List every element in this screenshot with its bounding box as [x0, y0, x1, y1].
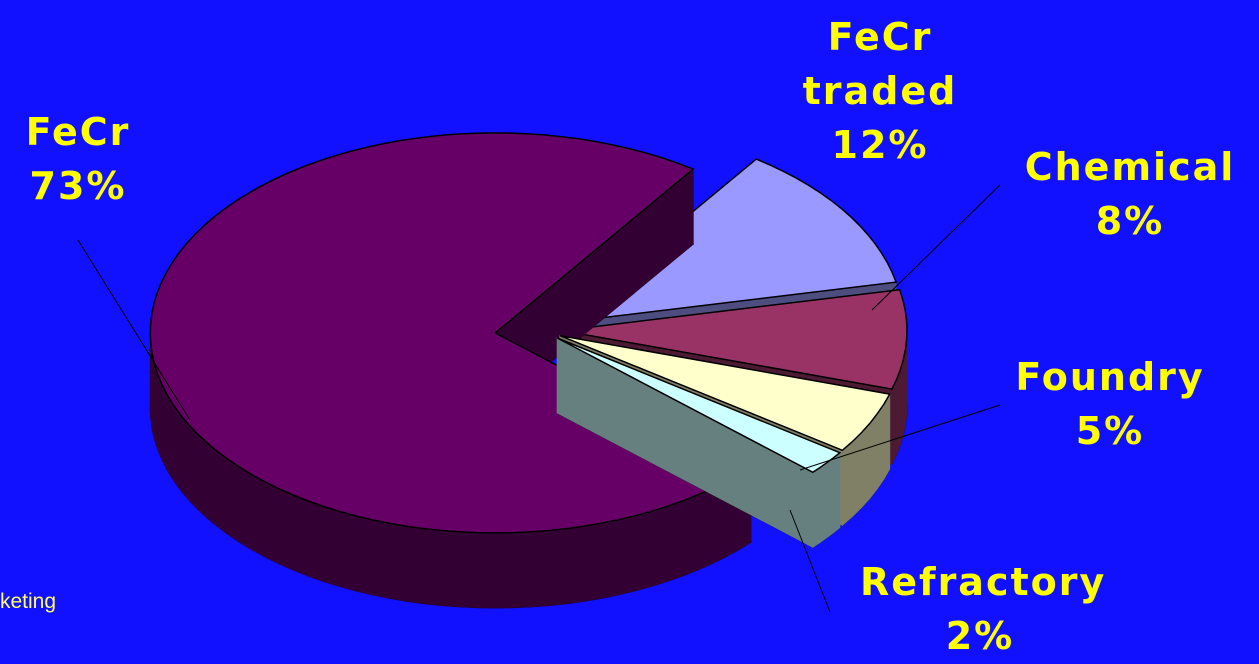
slice-wall — [173, 404, 182, 492]
category-label: Refractory — [860, 560, 1107, 604]
slice-wall — [477, 532, 496, 609]
data-label: Foundry 5% — [990, 350, 1230, 458]
slice-wall — [900, 359, 904, 445]
slice-wall — [423, 528, 443, 606]
slice-wall — [188, 423, 198, 510]
slice-wall — [495, 532, 514, 609]
slice-wall — [388, 522, 407, 602]
slice-wall — [307, 500, 324, 582]
slice-wall — [548, 528, 568, 606]
category-label: Chemical — [1024, 145, 1236, 189]
slice-wall — [323, 505, 340, 587]
slice-wall — [206, 441, 218, 528]
slice-wall — [682, 494, 698, 577]
slice-wall — [239, 466, 253, 551]
footer-text: keting — [0, 590, 57, 613]
slice-wall — [441, 530, 460, 608]
slice-wall — [852, 431, 862, 518]
slice-wall — [833, 451, 841, 534]
slice-wall — [216, 450, 229, 536]
value-label: 2% — [945, 614, 1015, 658]
slice-wall — [167, 394, 175, 483]
slice-wall — [339, 510, 357, 592]
slice — [559, 334, 891, 452]
leader-line — [77, 239, 191, 421]
slice — [561, 288, 908, 390]
slice-wall — [826, 457, 834, 539]
slice-wall — [896, 369, 901, 455]
slice-wall — [355, 515, 373, 596]
leader-line — [789, 509, 831, 613]
slice-wall — [293, 494, 309, 577]
value-label: 8% — [1095, 199, 1165, 243]
data-label: Chemical 8% — [1010, 140, 1250, 248]
value-label: 12% — [831, 123, 929, 167]
data-label: FeCr traded 12% — [790, 10, 970, 172]
leader-line — [799, 404, 1001, 471]
slice-wall — [883, 392, 891, 481]
data-label: FeCr 73% — [0, 105, 198, 213]
slice-wall — [666, 500, 683, 582]
slice-wall — [601, 519, 619, 599]
slice-wall — [650, 505, 668, 587]
slice-wall — [157, 375, 163, 462]
slice-wall — [869, 412, 878, 500]
slice-wall — [459, 531, 478, 609]
data-label: Refractory 2% — [860, 555, 1107, 663]
slice-wall — [530, 530, 550, 608]
slice-wall — [406, 525, 425, 605]
slice-wall — [154, 365, 159, 451]
slice — [556, 337, 842, 474]
leader-line — [871, 184, 1001, 311]
slice-wall — [180, 414, 190, 501]
slice-wall — [819, 461, 828, 544]
slice-wall — [227, 458, 241, 544]
slice-wall — [251, 474, 266, 558]
slice-wall — [513, 531, 532, 609]
slice-wall — [876, 402, 885, 490]
value-label: 5% — [1075, 409, 1145, 453]
slice-wall — [618, 515, 636, 596]
category-label: FeCr traded — [802, 15, 958, 113]
value-label: 73% — [29, 164, 127, 208]
slice-side — [556, 337, 841, 549]
slice-wall — [861, 422, 871, 509]
slice-wall — [583, 522, 602, 602]
category-label: Foundry — [1015, 355, 1205, 399]
slice-wall — [371, 519, 390, 599]
slice-wall — [197, 432, 208, 519]
slice-wall — [566, 525, 585, 605]
slice-wall — [265, 481, 280, 565]
slice-wall — [278, 488, 294, 571]
slice-wall — [812, 466, 821, 549]
slice-wall — [162, 385, 169, 472]
slice-wall — [634, 510, 652, 592]
slice-wall — [697, 488, 713, 571]
slice-wall — [891, 379, 897, 465]
category-label: FeCr — [25, 110, 131, 154]
